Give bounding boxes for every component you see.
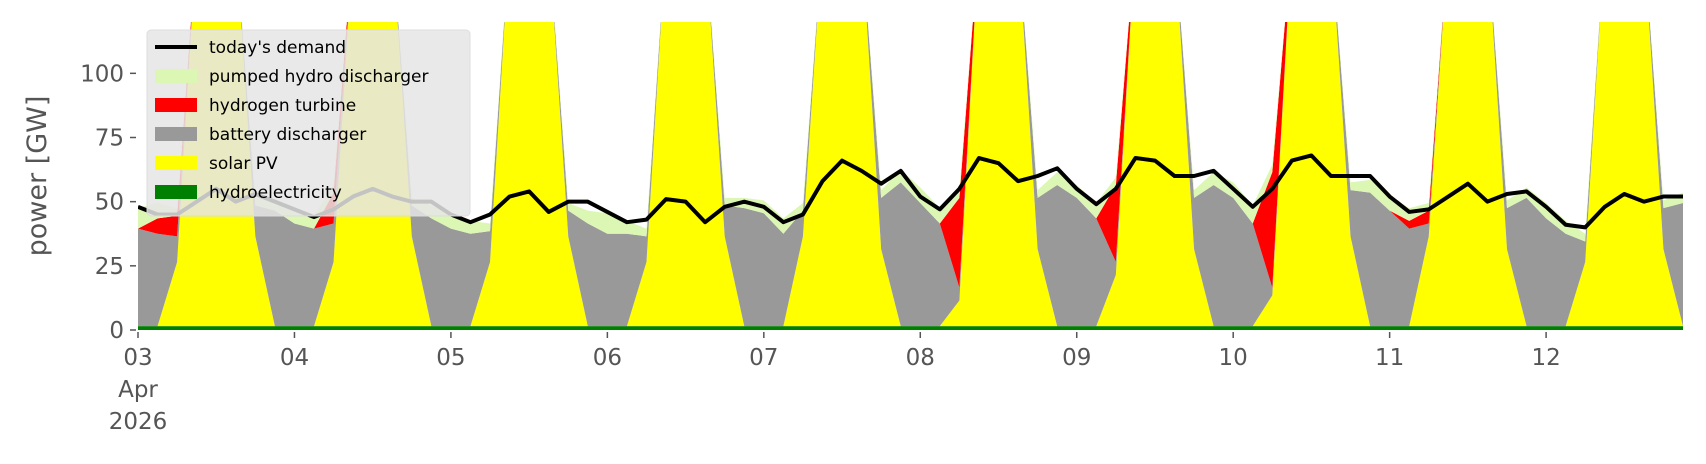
y-tick-label: 50 [95, 190, 124, 216]
legend-label: solar PV [209, 154, 278, 174]
y-axis-label: power [GW] [22, 96, 53, 257]
legend-label: today's demand [209, 38, 346, 58]
x-tick-label: 07 [749, 345, 778, 371]
legend-swatch [155, 98, 197, 112]
legend-label: hydrogen turbine [209, 96, 356, 116]
legend-swatch [155, 127, 197, 141]
legend-label: battery discharger [209, 125, 366, 145]
x-tick-label: 12 [1531, 345, 1560, 371]
y-tick-label: 25 [95, 254, 124, 280]
x-tick-label: 03 [123, 345, 152, 371]
x-tick-label: 10 [1219, 345, 1248, 371]
x-tick-label: 05 [436, 345, 465, 371]
legend-box [146, 29, 471, 217]
y-tick-label: 75 [95, 126, 124, 152]
x-tick-sublabel: 2026 [109, 409, 168, 435]
legend-label: hydroelectricity [209, 183, 342, 203]
y-tick-label: 100 [80, 61, 124, 87]
area [138, 22, 1683, 242]
x-tick-label: 06 [593, 345, 622, 371]
area [138, 326, 1683, 330]
x-tick-label: 08 [906, 345, 935, 371]
area [138, 22, 1683, 327]
y-tick-label: 0 [109, 318, 124, 344]
legend-swatch [155, 69, 197, 83]
legend-swatch [155, 185, 197, 199]
x-tick-label: 11 [1375, 345, 1404, 371]
x-tick-label: 04 [280, 345, 309, 371]
x-tick-sublabel: Apr [118, 377, 158, 403]
legend-swatch [155, 156, 197, 170]
x-tick-label: 09 [1062, 345, 1091, 371]
legend-label: pumped hydro discharger [209, 67, 428, 87]
plot-area [138, 22, 1683, 330]
area [138, 22, 1683, 327]
